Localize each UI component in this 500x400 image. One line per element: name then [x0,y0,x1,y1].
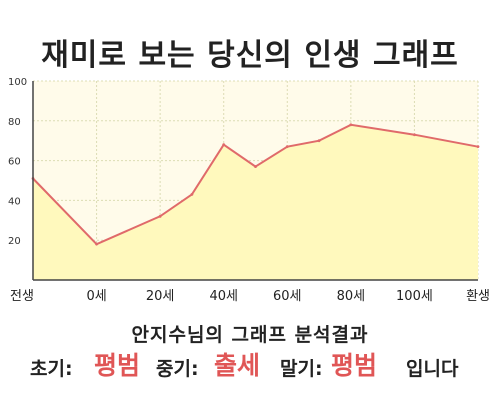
x-tick-label: 전생 [10,289,34,304]
data-point [222,143,226,147]
x-tick-label: 60세 [273,289,302,304]
early-label: 초기: [30,358,73,380]
x-tick-label: 100세 [396,289,433,304]
data-point [190,193,194,196]
late-label: 말기: [280,358,323,380]
data-point [476,145,480,149]
data-point [413,133,416,137]
data-point [254,165,257,168]
x-tick-label: 40세 [209,289,238,304]
late-value: 평범 [331,351,378,380]
y-tick-label: 60 [8,157,21,168]
x-tick-label: 20세 [146,289,175,304]
mid-value: 출세 [214,351,261,380]
mid-label: 중기: [156,358,199,380]
y-tick-label: 80 [8,117,21,128]
analysis-result: 초기: 평범 중기: 출세 말기: 평범 입니다 [24,346,484,382]
analysis-subtitle: 안지수님의 그래프 분석결과 [131,324,369,346]
y-tick-label: 100 [8,77,27,88]
chart-title: 재미로 보는 당신의 인생 그래프 [41,38,459,73]
result-ending: 입니다 [406,358,459,380]
data-point [158,214,162,218]
data-point [317,139,321,143]
early-value: 평범 [94,351,141,380]
life-area-fill [33,124,478,280]
data-point [95,242,98,246]
y-tick-label: 40 [8,196,21,207]
y-tick-label: 20 [8,236,21,247]
data-point [285,145,289,149]
data-point [349,123,353,127]
x-tick-label: 환생 [466,289,490,304]
x-tick-label: 80세 [337,289,366,304]
x-tick-label: 0세 [86,289,106,304]
